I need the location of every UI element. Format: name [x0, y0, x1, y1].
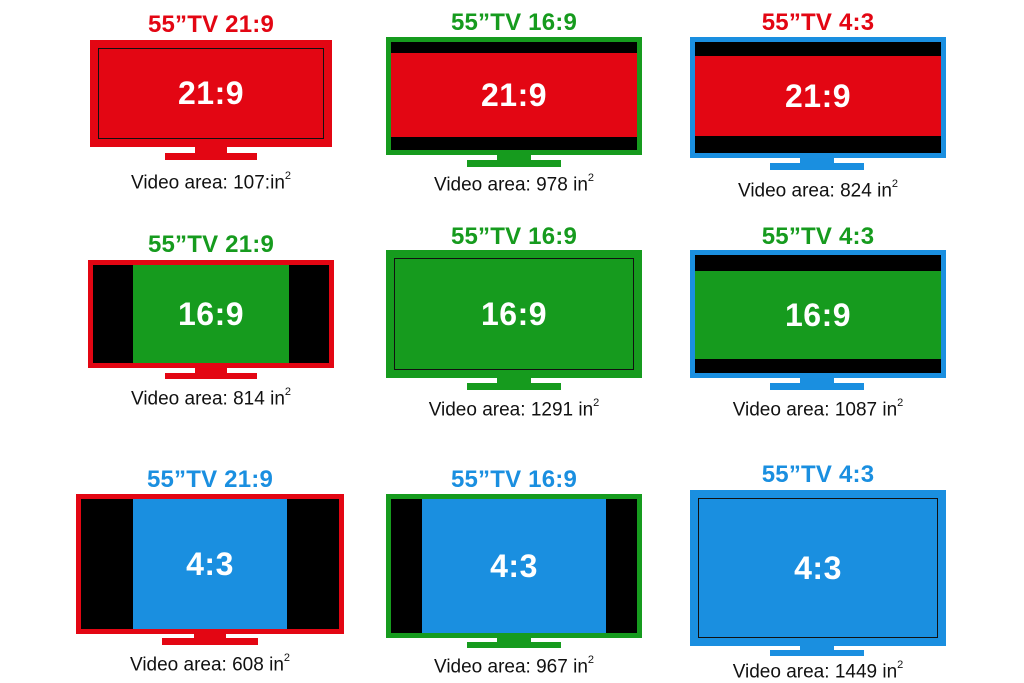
ratio-label: 16:9 [480, 295, 548, 332]
tv-4x3-frame: 4:3 [690, 490, 946, 646]
ratio-label: 16:9 [177, 295, 245, 332]
title-4x3-tv-16x9-content: 55”TV 4:3 [761, 223, 875, 250]
tv-16x9-frame: 21:9 [386, 37, 642, 155]
ratio-label: 4:3 [186, 545, 234, 582]
title-16x9-tv-21x9-content: 55”TV 16:9 [450, 9, 578, 36]
video-area-4x3: 4:3 [422, 499, 606, 633]
title-21x9-tv-21x9-content: 55”TV 21:9 [147, 11, 275, 38]
ratio-label: 4:3 [490, 547, 538, 584]
ratio-label: 21:9 [784, 77, 852, 114]
tv-21x9-frame: 16:9 [88, 260, 334, 368]
tv-21x9-frame: 21:9 [90, 40, 332, 147]
ratio-label: 21:9 [177, 75, 245, 111]
ratio-label: 16:9 [784, 296, 852, 333]
tv-4x3-frame: 21:9 [690, 37, 946, 158]
video-area-caption: Video area: 978 in2 [433, 172, 595, 196]
video-area-16x9: 16:9 [133, 265, 289, 363]
title-4x3-tv-21x9-content: 55”TV 4:3 [761, 9, 875, 36]
video-area-16x9: 16:9 [391, 255, 637, 373]
video-area-caption: Video area: 967 in2 [433, 654, 595, 678]
video-area-caption: Video area: 1449 in2 [732, 659, 904, 683]
ratio-label: 21:9 [480, 76, 548, 113]
video-area-16x9: 16:9 [695, 271, 941, 359]
title-21x9-tv-16x9-content: 55”TV 21:9 [147, 231, 275, 258]
video-area-caption: Video area: 1087 in2 [732, 397, 904, 421]
video-area-4x3: 4:3 [695, 495, 941, 641]
tv-21x9-frame: 4:3 [76, 494, 344, 634]
video-area-caption: Video area: 107:in2 [130, 170, 292, 194]
title-4x3-tv-4x3-content: 55”TV 4:3 [761, 461, 875, 488]
tv-16x9-frame: 16:9 [386, 250, 642, 378]
video-area-caption: Video area: 814 in2 [130, 386, 292, 410]
tv-4x3-frame: 16:9 [690, 250, 946, 378]
video-area-21x9: 21:9 [695, 56, 941, 136]
video-area-21x9: 21:9 [95, 45, 327, 142]
tv-16x9-frame: 4:3 [386, 494, 642, 638]
video-area-caption: Video area: 608 in2 [129, 652, 291, 676]
video-area-21x9: 21:9 [391, 53, 637, 137]
title-21x9-tv-4x3-content: 55”TV 21:9 [146, 466, 274, 493]
title-16x9-tv-4x3-content: 55”TV 16:9 [450, 466, 578, 493]
video-area-caption: Video area: 824 in2 [737, 178, 899, 202]
video-area-4x3: 4:3 [133, 499, 287, 629]
ratio-label: 4:3 [794, 549, 842, 586]
title-16x9-tv-16x9-content: 55”TV 16:9 [450, 223, 578, 250]
video-area-caption: Video area: 1291 in2 [428, 397, 600, 421]
